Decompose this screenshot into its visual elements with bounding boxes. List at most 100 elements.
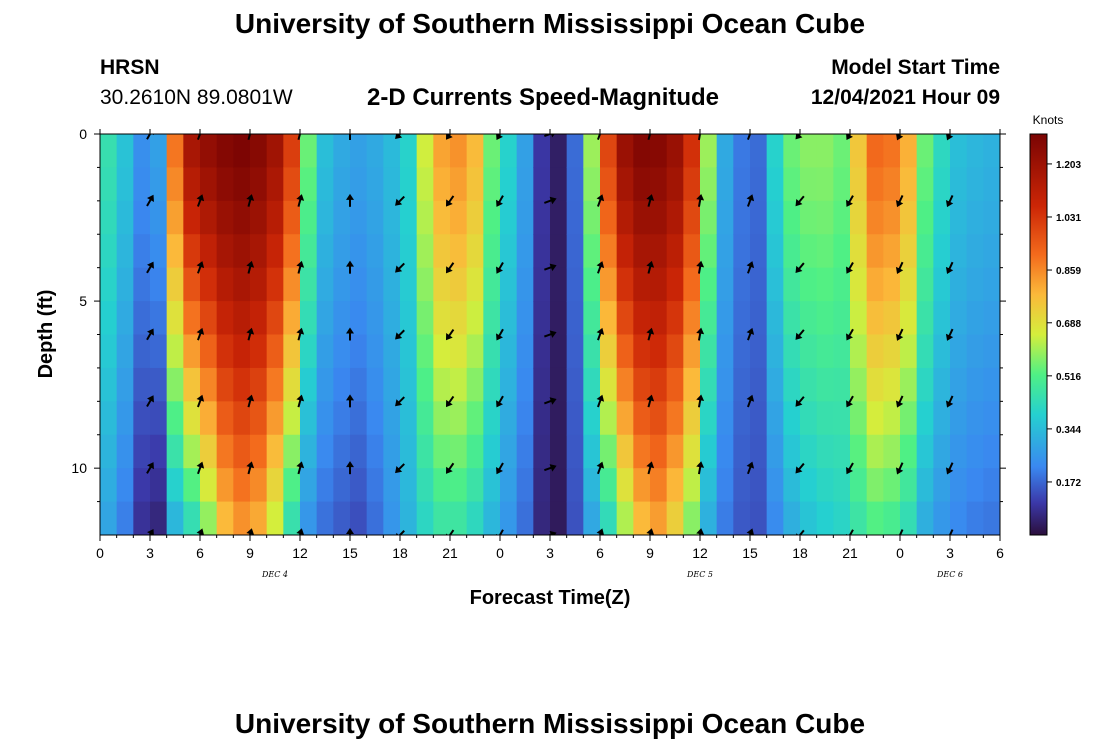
heatmap-cell	[650, 334, 668, 369]
heatmap-cell	[816, 267, 834, 302]
heatmap-cell	[533, 267, 551, 302]
heatmap-cell	[883, 134, 901, 169]
heatmap-cell	[433, 501, 451, 535]
heatmap-cell	[983, 401, 1000, 436]
current-arrow	[496, 195, 504, 207]
current-arrow	[196, 394, 205, 408]
heatmap-cell	[483, 167, 501, 202]
heatmap-cell	[766, 434, 784, 469]
current-arrow	[296, 134, 305, 141]
heatmap-cell	[666, 501, 684, 535]
heatmap-cell	[250, 134, 268, 169]
heatmap-cell	[883, 200, 901, 235]
heatmap-cell	[850, 301, 868, 336]
heatmap-cell	[183, 200, 201, 235]
colorbar-title: Knots	[1033, 113, 1064, 127]
heatmap-cell	[216, 367, 234, 402]
heatmap-cell	[800, 167, 818, 202]
heatmap-cell	[383, 401, 401, 436]
heatmap-cell	[116, 434, 134, 469]
heatmap-cell	[816, 468, 834, 503]
current-arrow	[746, 134, 755, 140]
heatmap-cell	[400, 401, 418, 436]
heatmap-cell	[866, 468, 884, 503]
current-arrow	[544, 464, 557, 472]
heatmap-cell	[700, 301, 718, 336]
x-axis-title: Forecast Time(Z)	[470, 587, 631, 609]
heatmap-cell	[183, 267, 201, 302]
heatmap-cell	[616, 234, 634, 269]
heatmap-cell	[100, 200, 118, 235]
heatmap-cell	[966, 434, 984, 469]
heatmap-cell	[366, 167, 384, 202]
heatmap-cell	[233, 200, 251, 235]
heatmap-cell	[233, 301, 251, 336]
heatmap-cell	[933, 468, 951, 503]
heatmap-cell	[800, 200, 818, 235]
heatmap-cell	[200, 468, 218, 503]
heatmap-cell	[283, 200, 301, 235]
heatmap-cell	[266, 267, 284, 302]
heatmap-cell	[366, 367, 384, 402]
heatmap-cell	[283, 468, 301, 503]
heatmap-cell	[516, 434, 534, 469]
heatmap-cell	[300, 200, 318, 235]
heatmap-cell	[133, 200, 151, 235]
current-arrow	[246, 194, 255, 207]
heatmap-cell	[166, 367, 184, 402]
heatmap-cell	[750, 434, 768, 469]
heatmap-cell	[483, 134, 501, 169]
x-tick-label: 18	[792, 545, 808, 561]
heatmap-cell	[866, 134, 884, 169]
heatmap-cell	[600, 134, 618, 169]
heatmap-cell	[100, 468, 118, 503]
heatmap-cell	[383, 200, 401, 235]
heatmap-cell	[266, 367, 284, 402]
heatmap-cell	[250, 401, 268, 436]
heatmap-cell	[266, 468, 284, 503]
heatmap-cell	[550, 134, 568, 169]
x-tick-label: 15	[342, 545, 358, 561]
heatmap-cell	[683, 167, 701, 202]
heatmap-cell	[333, 334, 351, 369]
heatmap-cell	[766, 334, 784, 369]
heatmap-cell	[450, 167, 468, 202]
heatmap-cell	[600, 267, 618, 302]
heatmap-cell	[600, 401, 618, 436]
heatmap-cell	[666, 367, 684, 402]
current-arrow	[945, 529, 954, 535]
heatmap-cell	[533, 501, 551, 535]
current-arrow	[496, 529, 504, 535]
heatmap-cell	[633, 367, 651, 402]
heatmap-cell	[366, 334, 384, 369]
heatmap-cell	[983, 167, 1000, 202]
heatmap-cell	[316, 200, 334, 235]
heatmap-cell	[583, 167, 601, 202]
heatmap-cell	[450, 401, 468, 436]
heatmap-cell	[266, 434, 284, 469]
model-start-value: 12/04/2021 Hour 09	[810, 86, 1000, 109]
heatmap-cell	[200, 134, 218, 169]
heatmap-cell	[683, 401, 701, 436]
heatmap-cell	[900, 434, 918, 469]
heatmap-cell	[366, 401, 384, 436]
x-tick-label: 6	[196, 545, 204, 561]
heatmap-cell	[683, 334, 701, 369]
heatmap-cell	[350, 334, 368, 369]
heatmap-cell	[333, 267, 351, 302]
heatmap-cell	[183, 367, 201, 402]
heatmap-cell	[183, 134, 201, 169]
heatmap-cell	[316, 234, 334, 269]
heatmap-cell	[350, 200, 368, 235]
current-arrow	[696, 193, 705, 207]
heatmap-cell	[533, 234, 551, 269]
heatmap-cell	[733, 468, 751, 503]
heatmap-cell	[266, 334, 284, 369]
current-arrow	[846, 328, 854, 341]
x-tick-label: 12	[692, 545, 708, 561]
heatmap-cell	[666, 401, 684, 436]
current-arrow	[895, 328, 904, 341]
current-arrow	[895, 134, 904, 141]
heatmap-cell	[350, 301, 368, 336]
heatmap-cell	[633, 267, 651, 302]
